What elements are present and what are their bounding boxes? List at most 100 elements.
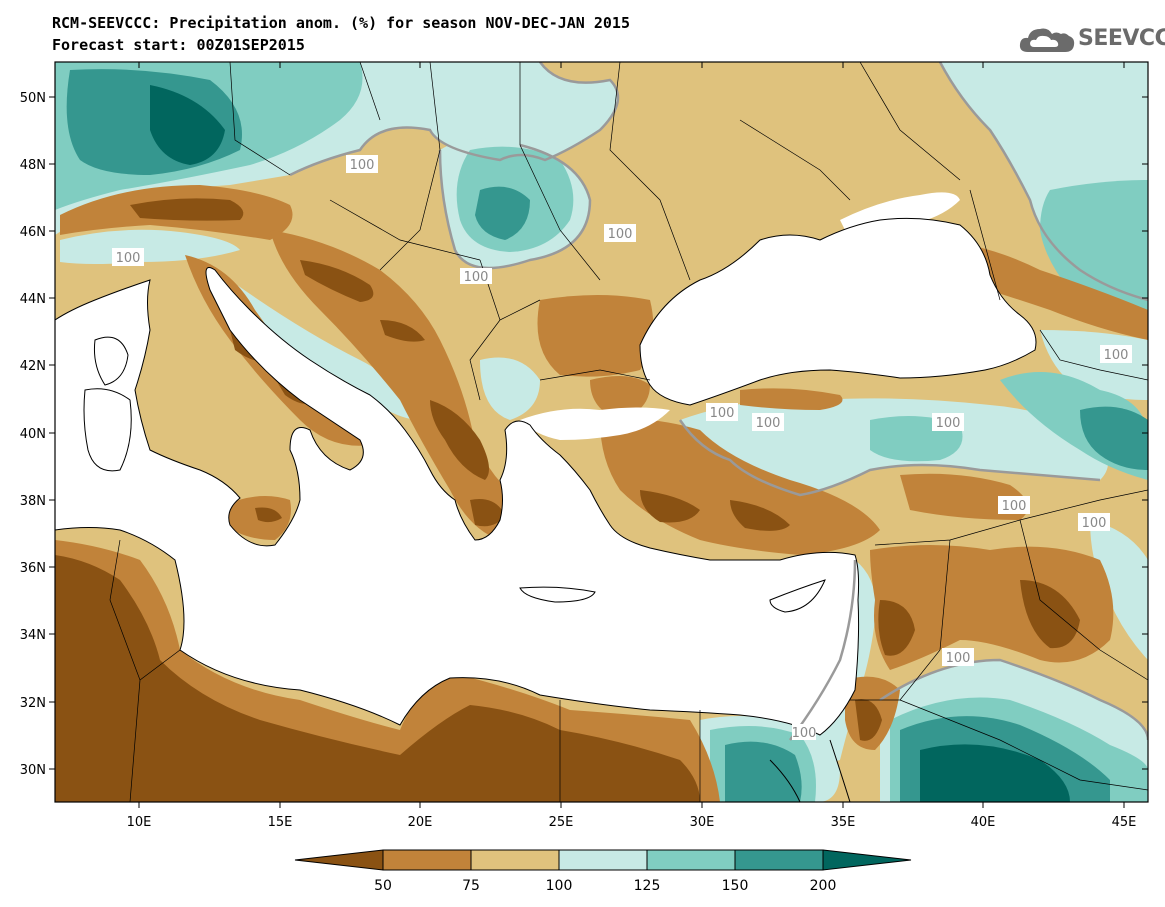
- country-borders: [109, 62, 1148, 802]
- lat-tick-label: 34N: [20, 628, 46, 643]
- cloud-icon: [1019, 28, 1075, 52]
- contour-label: 100: [112, 248, 144, 266]
- svg-text:100: 100: [756, 416, 781, 431]
- coastline-red-sea: [769, 739, 851, 802]
- lon-tick-label: 10E: [127, 815, 152, 830]
- contour-label: 100: [752, 413, 784, 431]
- lat-tick-label: 46N: [20, 225, 46, 240]
- colorbar-125-150: [646, 849, 736, 871]
- lat-tick-label: 48N: [20, 158, 46, 173]
- lon-tick-label: 30E: [690, 815, 715, 830]
- lat-tick-label: 42N: [20, 359, 46, 374]
- lat-tick-label: 30N: [20, 763, 46, 778]
- lon-tick-label: 20E: [408, 815, 433, 830]
- coastline-crete: [519, 586, 596, 603]
- contour-label: 100: [932, 413, 964, 431]
- region-50-75-romania-bulgaria: [537, 295, 654, 377]
- seevccc-logo: SEEVCCC: [1018, 22, 1165, 58]
- coastline-sardinia: [83, 388, 132, 472]
- colorbar-label: 75: [462, 878, 480, 894]
- region-lt50-turkey-south2: [730, 500, 790, 531]
- latitude-axis: [49, 96, 1148, 770]
- svg-text:100: 100: [710, 406, 735, 421]
- longitude-labels: 10E 15E 20E 25E 30E 35E 40E 45E: [127, 815, 1137, 830]
- lat-tick-label: 40N: [20, 427, 46, 442]
- svg-text:100: 100: [608, 227, 633, 242]
- map-field: [55, 62, 1148, 802]
- contour-line-saudi: [879, 658, 1148, 741]
- svg-text:100: 100: [464, 270, 489, 285]
- contour-label: 100: [792, 724, 817, 741]
- svg-text:100: 100: [792, 726, 817, 741]
- coastline-mediterranean: [55, 267, 860, 736]
- lon-tick-label: 40E: [971, 815, 996, 830]
- svg-text:100: 100: [1082, 516, 1107, 531]
- contour-label: 100: [706, 403, 738, 421]
- colorbar-75-100: [470, 849, 560, 871]
- colorbar-100-125: [558, 849, 648, 871]
- colorbar-label: 200: [810, 878, 837, 894]
- contour-label: 100: [1078, 513, 1110, 531]
- colorbar-150-200: [734, 849, 824, 871]
- map-frame: [54, 61, 1149, 803]
- region-lt50-lebanon: [878, 600, 915, 656]
- region-lt50-turkey-south: [640, 490, 700, 523]
- logo-text: SEEVCCC: [1078, 26, 1165, 51]
- colorbar: 50 75 100 125 150 200: [294, 849, 912, 894]
- coastline-corsica: [94, 336, 129, 386]
- svg-text:100: 100: [350, 158, 375, 173]
- region-lt50-north-africa: [55, 555, 700, 802]
- longitude-axis: [138, 62, 1125, 808]
- latitude-labels: 50N 48N 46N 44N 42N 40N 38N 36N 34N 32N …: [20, 91, 46, 778]
- colorbar-label: 100: [546, 878, 573, 894]
- contour-line-hungary: [438, 143, 592, 270]
- contour-line-levant: [788, 559, 857, 741]
- contour-label: 100: [942, 648, 974, 666]
- border-lines-middle-east: [109, 489, 1148, 802]
- sea-azov: [840, 192, 960, 240]
- region-100-125-balkans-south: [480, 357, 540, 420]
- region-150-200-armenia: [1080, 406, 1148, 470]
- sea-black-sea: [640, 218, 1036, 405]
- lat-tick-label: 50N: [20, 91, 46, 106]
- lon-tick-label: 15E: [268, 815, 293, 830]
- colorbar-50-75: [382, 849, 472, 871]
- colorbar-lt50: [294, 849, 384, 871]
- contour-line-north: [289, 62, 620, 177]
- border-lines-europe: [229, 62, 1148, 401]
- contour-label: 100: [1100, 345, 1132, 363]
- colorbar-gt200: [822, 849, 912, 871]
- region-50-75-turkey-central: [740, 388, 843, 410]
- contour-label: 100: [346, 155, 378, 173]
- contour-label: 100: [604, 224, 636, 242]
- region-150-200-slovakia-core: [475, 186, 530, 240]
- region-100-125-adriatic-coast: [230, 280, 420, 420]
- contour-labels: 100 100 100 100 100 100 100 100 100 100 …: [112, 155, 1132, 741]
- colorbar-label: 125: [634, 878, 661, 894]
- colorbar-label: 50: [374, 878, 392, 894]
- contour-label: 100: [998, 496, 1030, 514]
- lon-tick-label: 35E: [831, 815, 856, 830]
- coastline-black-sea: [639, 217, 1037, 406]
- sea-mediterranean: [55, 267, 859, 735]
- svg-text:100: 100: [1104, 348, 1129, 363]
- lat-tick-label: 44N: [20, 292, 46, 307]
- svg-text:100: 100: [936, 416, 961, 431]
- lon-tick-label: 25E: [549, 815, 574, 830]
- region-lt50-croatia: [300, 260, 374, 302]
- map-title: RCM-SEEVCCC: Precipitation anom. (%) for…: [52, 14, 630, 32]
- region-lt50-jordan: [855, 699, 882, 741]
- region-lt50-sicily: [255, 507, 282, 523]
- region-gt200-germany: [150, 85, 225, 165]
- lat-tick-label: 38N: [20, 494, 46, 509]
- region-50-75-east-turkey: [900, 473, 1028, 520]
- lon-tick-label: 45E: [1112, 815, 1137, 830]
- svg-text:100: 100: [946, 651, 971, 666]
- svg-text:100: 100: [116, 251, 141, 266]
- lat-tick-label: 36N: [20, 561, 46, 576]
- region-lt50-syria: [1020, 580, 1080, 649]
- contour-label: 100: [460, 268, 492, 285]
- forecast-start-subtitle: Forecast start: 00Z01SEP2015: [52, 36, 305, 54]
- coastlines: [55, 217, 1037, 802]
